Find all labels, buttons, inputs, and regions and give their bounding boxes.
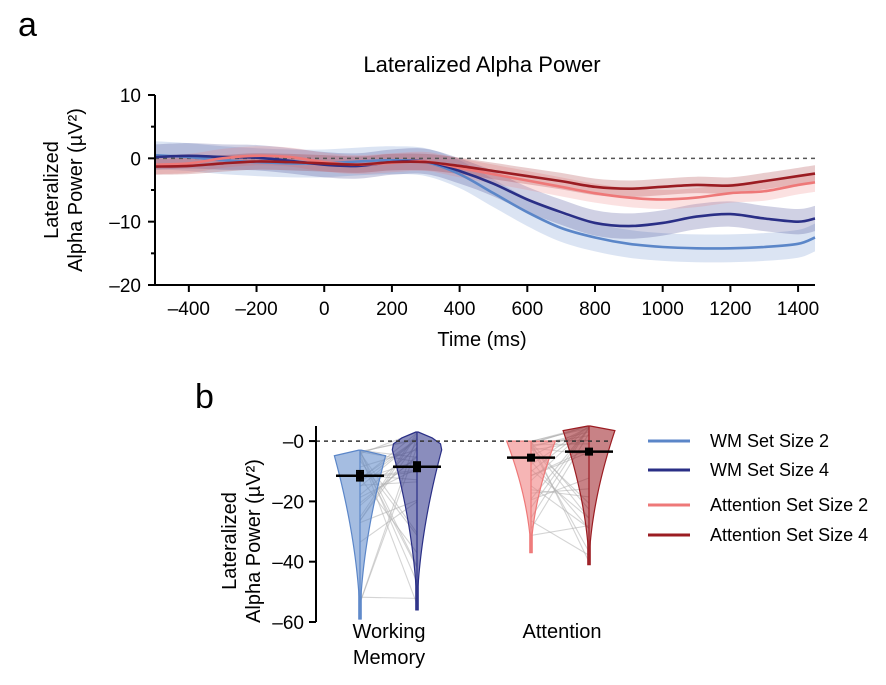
category-label-working: Working <box>353 621 426 643</box>
y-tick-label: –60 <box>272 613 304 634</box>
x-tick-label: 1400 <box>777 299 819 320</box>
y-tick-label: –20 <box>109 276 141 297</box>
legend-item-att4: Attention Set Size 4 <box>648 525 868 545</box>
panel-a-letter: a <box>18 6 37 44</box>
x-tick-label: 400 <box>444 299 476 320</box>
x-tick-label: –400 <box>168 299 210 320</box>
chart-a-ylabel-line2: Alpha Power (µV²) <box>65 108 87 272</box>
legend-label: WM Set Size 2 <box>710 431 829 451</box>
chart-b-category-labels: Working Memory Attention <box>353 621 602 669</box>
category-label-attention: Attention <box>523 621 602 643</box>
x-tick-label: 1000 <box>642 299 684 320</box>
paired-subject-line <box>360 597 417 598</box>
y-tick-label: –20 <box>272 492 304 513</box>
mean-marker-att4 <box>585 448 593 456</box>
legend-label: Attention Set Size 4 <box>710 525 868 545</box>
x-tick-label: –200 <box>235 299 277 320</box>
legend-label: WM Set Size 4 <box>710 460 829 480</box>
legend-item-att2: Attention Set Size 2 <box>648 495 868 515</box>
y-tick-label: 0 <box>130 149 141 170</box>
y-tick-label: –10 <box>109 213 141 234</box>
chart-b-ylabel-line2: Alpha Power (µV²) <box>243 459 265 623</box>
x-tick-label: 1200 <box>709 299 751 320</box>
chart-a-x-ticks: –400 –200 0 200 400 600 800 1000 1200 1400 <box>168 285 820 320</box>
chart-b-y-ticks: –0 –20 –40 –60 <box>272 432 316 634</box>
chart-a-y-axis-title: Lateralized Alpha Power (µV²) <box>41 108 87 272</box>
paired-subject-line <box>531 521 589 555</box>
mean-marker-wm4 <box>413 463 421 471</box>
legend-item-wm4: WM Set Size 4 <box>648 460 829 480</box>
category-label-memory: Memory <box>353 647 425 669</box>
y-tick-label: –0 <box>283 432 304 453</box>
x-tick-label: 800 <box>579 299 611 320</box>
chart-a-error-bands <box>155 141 815 262</box>
y-tick-label: 10 <box>120 86 141 107</box>
chart-a-ylabel-line1: Lateralized <box>41 141 63 239</box>
mean-marker-wm2 <box>356 472 364 480</box>
chart-a-x-axis-title: Time (ms) <box>437 329 526 351</box>
x-tick-label: 200 <box>376 299 408 320</box>
chart-b-y-axis-title: Lateralized Alpha Power (µV²) <box>219 459 265 623</box>
chart-a-title: Lateralized Alpha Power <box>363 52 600 77</box>
x-tick-label: 0 <box>319 299 330 320</box>
panel-b-letter: b <box>195 378 214 416</box>
chart-b-ylabel-line1: Lateralized <box>219 492 241 590</box>
legend-label: Attention Set Size 2 <box>710 495 868 515</box>
legend-item-wm2: WM Set Size 2 <box>648 431 829 451</box>
legend: WM Set Size 2 WM Set Size 4 Attention Se… <box>648 431 868 545</box>
x-tick-label: 600 <box>511 299 543 320</box>
paired-subject-line <box>531 526 589 536</box>
mean-marker-att2 <box>527 454 535 462</box>
chart-a-y-ticks: 10 0 –10 –20 <box>109 86 155 297</box>
y-tick-label: –40 <box>272 553 304 574</box>
